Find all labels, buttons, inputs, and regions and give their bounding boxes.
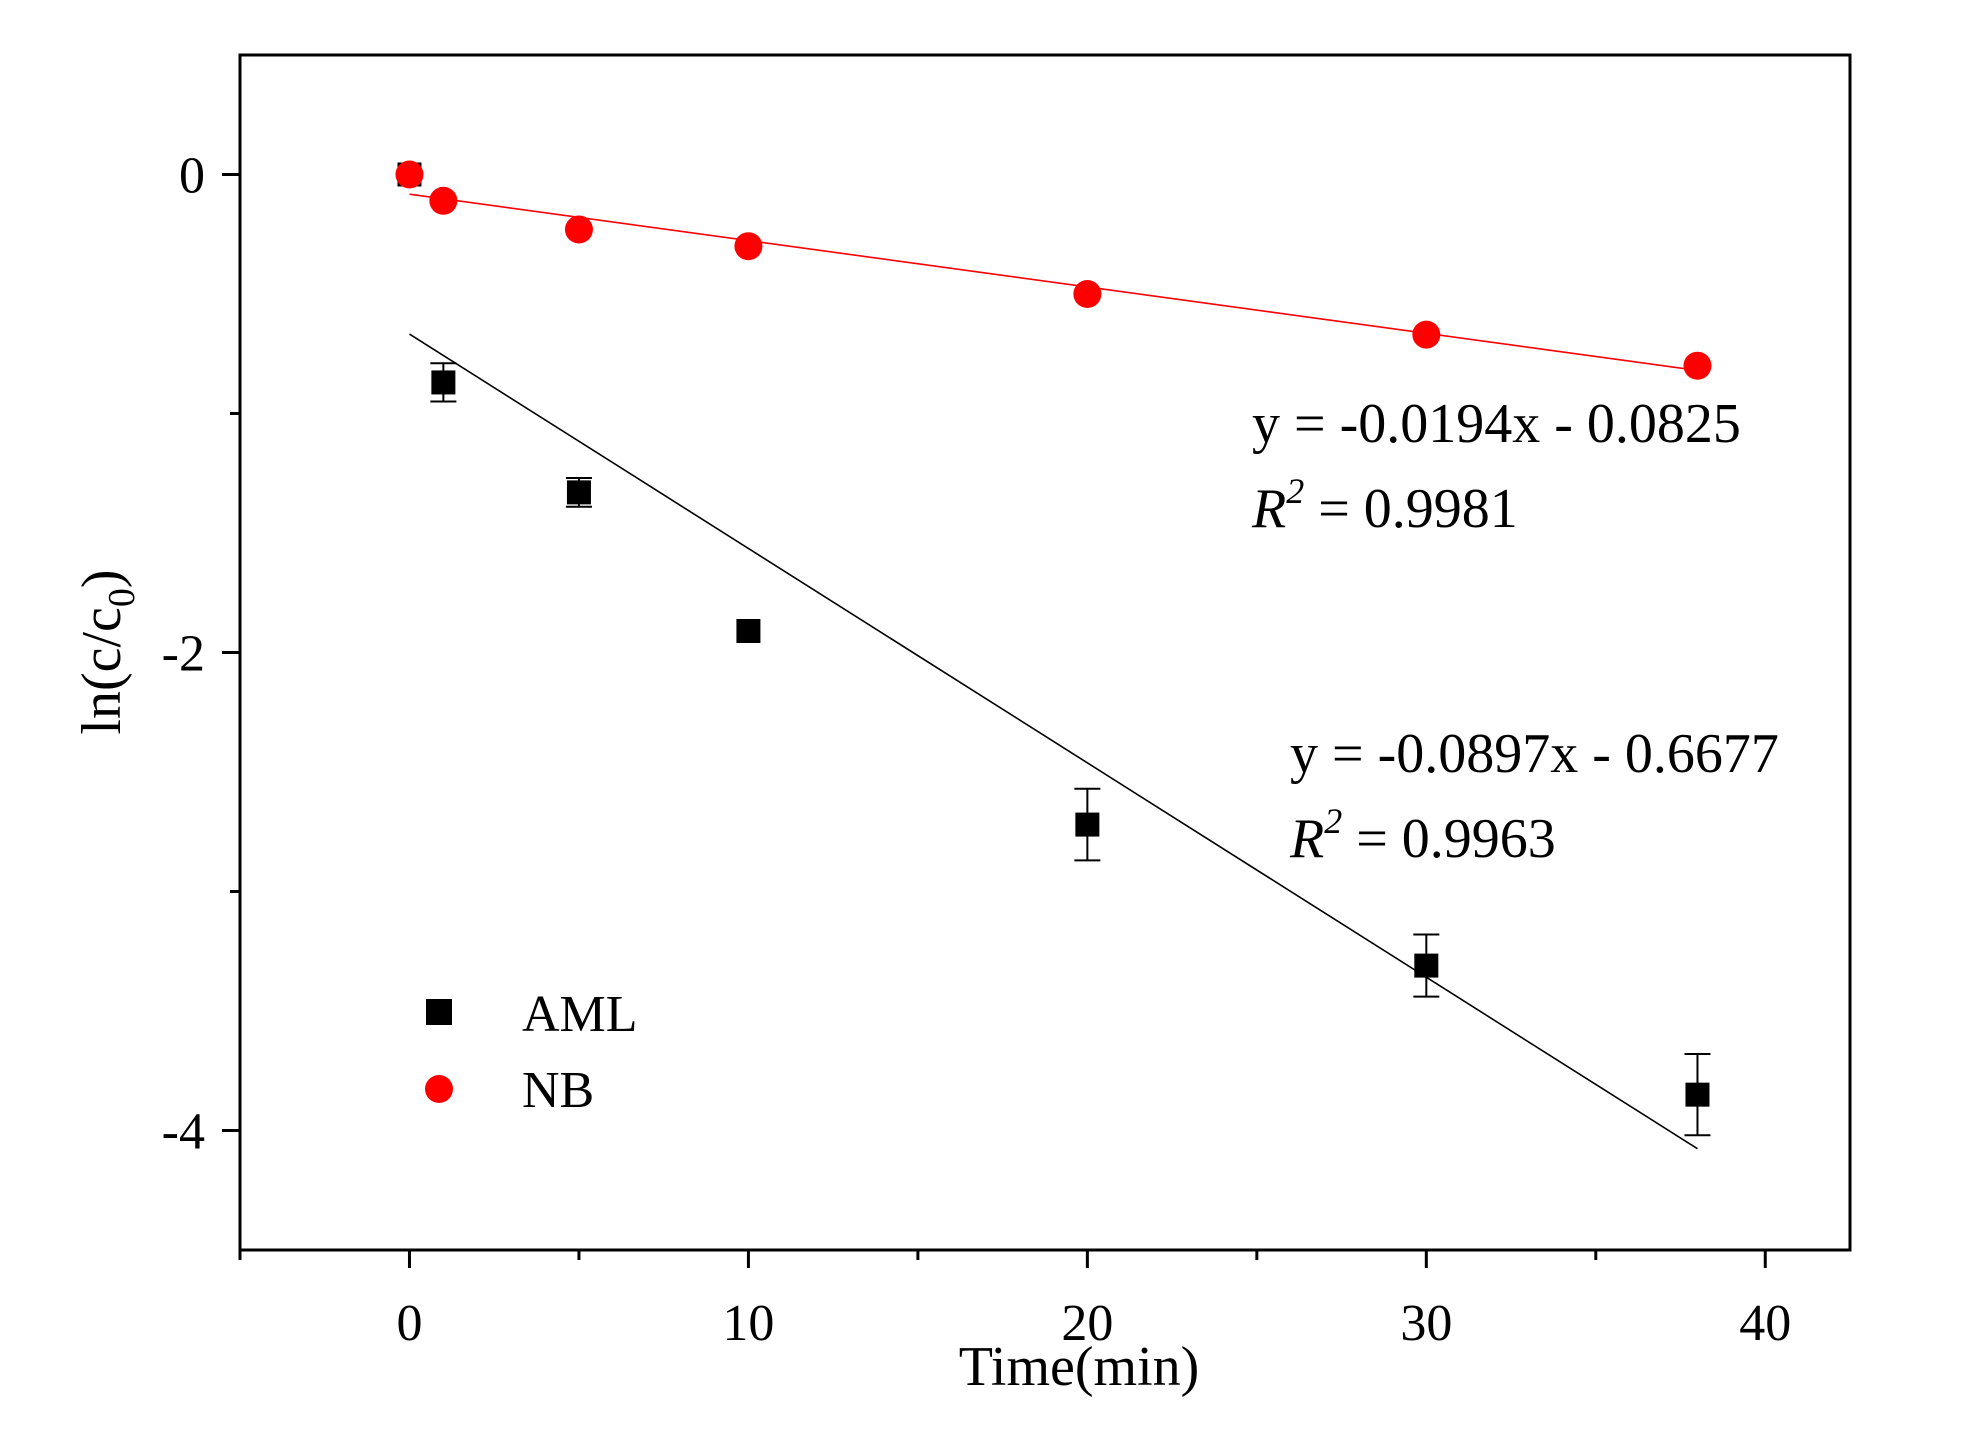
y-axis-ticks: 0 -2 -4	[162, 148, 240, 1161]
r-label: R	[1289, 808, 1324, 870]
r-value: = 0.9963	[1342, 808, 1556, 870]
legend-label-aml: AML	[522, 986, 638, 1043]
data-point-aml	[1685, 1082, 1710, 1107]
r-value: = 0.9981	[1304, 478, 1518, 540]
data-point-nb	[1412, 320, 1441, 349]
fit-line-aml	[409, 333, 1698, 1150]
x-tick-label: 10	[722, 1295, 774, 1352]
annotation-nb-r-squared: R2 = 0.9981	[1251, 471, 1518, 540]
y-axis-title-subscript: 0	[101, 588, 143, 607]
annotation-nb-equation: y = -0.0194x - 0.0825	[1252, 393, 1741, 455]
data-point-aml	[1075, 812, 1100, 837]
annotation-aml-r-squared: R2 = 0.9963	[1289, 801, 1556, 870]
y-tick-label: 0	[179, 148, 205, 205]
data-point-nb	[564, 215, 593, 244]
legend-marker-nb	[425, 1075, 453, 1103]
annotation-aml-equation: y = -0.0897x - 0.6677	[1290, 723, 1779, 785]
r-label: R	[1251, 478, 1286, 540]
x-axis-title: Time(min)	[959, 1336, 1200, 1398]
fit-line-nb	[409, 193, 1698, 372]
plot-frame	[238, 53, 1852, 1252]
data-point-aml	[736, 618, 761, 643]
y-axis-title-close: )	[71, 569, 133, 588]
x-tick-label: 0	[396, 1295, 422, 1352]
annotation-nb-fit: y = -0.0194x - 0.0825 R2 = 0.9981	[1251, 393, 1741, 540]
data-point-nb	[1683, 351, 1712, 380]
x-tick-label: 30	[1400, 1295, 1452, 1352]
legend: AML NB	[425, 986, 638, 1119]
data-point-nb	[734, 232, 763, 261]
y-tick-label: -2	[162, 626, 205, 683]
data-point-aml	[1414, 953, 1439, 978]
x-axis-ticks: 0 10 20 30 40	[238, 1250, 1791, 1352]
annotation-aml-fit: y = -0.0897x - 0.6677 R2 = 0.9963	[1289, 723, 1779, 870]
fit-lines	[409, 193, 1698, 1150]
legend-marker-aml	[426, 999, 452, 1025]
legend-label-nb: NB	[522, 1062, 594, 1119]
y-axis-title-main: ln(c/c	[71, 607, 133, 734]
data-point-nb	[1073, 280, 1102, 308]
x-tick-label: 20	[1061, 1295, 1113, 1352]
y-axis-title: ln(c/c0)	[71, 569, 143, 734]
r-exponent: 2	[1286, 471, 1304, 511]
data-point-nb	[395, 160, 424, 189]
data-point-aml	[431, 370, 456, 395]
data-point-nb	[429, 186, 458, 215]
r-exponent: 2	[1324, 801, 1342, 841]
data-point-aml	[566, 480, 591, 505]
data-points	[395, 160, 1712, 1107]
x-tick-label: 40	[1739, 1295, 1791, 1352]
y-tick-label: -4	[162, 1104, 205, 1161]
